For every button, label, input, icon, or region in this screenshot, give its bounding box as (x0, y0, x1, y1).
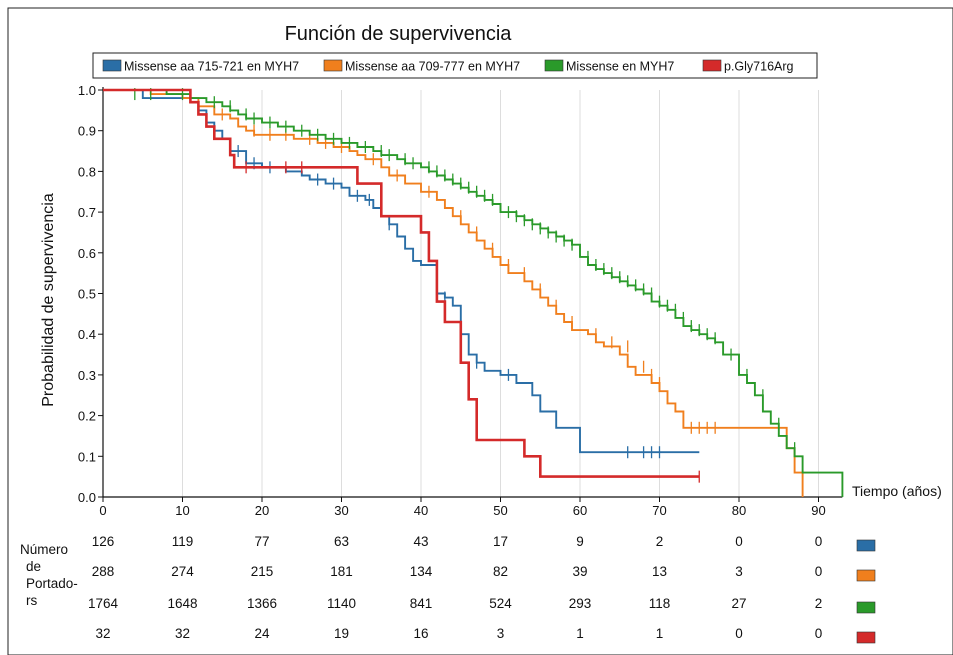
risk-cell-3-1: 32 (175, 626, 190, 641)
x-tick-label-2: 20 (255, 503, 269, 518)
axes: 0.0 0.1 0.2 0.3 0.4 0.5 0.6 0.7 0.8 0.9 1.0 0 10 20 30… (78, 83, 843, 518)
series-layer (103, 88, 844, 497)
risk-table-header-3: rs (26, 593, 37, 608)
x-tick-label-3: 30 (334, 503, 348, 518)
series-line-1 (103, 89, 804, 497)
risk-cell-1-8: 3 (735, 564, 743, 579)
risk-cell-2-1: 1648 (167, 596, 197, 611)
x-tick-label-8: 80 (732, 503, 746, 518)
risk-cell-2-7: 118 (649, 596, 671, 611)
risk-row-swatch-0 (856, 539, 876, 552)
risk-table-header-1: de (26, 559, 41, 574)
risk-cell-1-1: 274 (171, 564, 194, 579)
x-tick-label-0: 0 (99, 503, 106, 518)
series-line-3 (103, 88, 700, 478)
y-tick-label-0: 0.0 (78, 490, 96, 505)
legend-swatch-2 (544, 59, 564, 72)
risk-cell-1-6: 39 (572, 564, 587, 579)
chart-title: Función de supervivencia (285, 23, 513, 45)
y-tick-label-10: 1.0 (78, 83, 96, 98)
risk-row-swatch-3 (856, 631, 876, 644)
risk-cell-3-3: 19 (334, 626, 349, 641)
y-tick-label-1: 0.1 (78, 449, 96, 464)
risk-cell-0-1: 119 (172, 534, 194, 549)
y-tick-label-4: 0.4 (78, 327, 96, 342)
risk-cell-2-6: 293 (569, 596, 592, 611)
risk-cell-3-2: 24 (254, 626, 270, 641)
x-tick-label-6: 60 (573, 503, 587, 518)
risk-cell-0-3: 63 (334, 534, 349, 549)
legend-label-3: p.Gly716Arg (724, 60, 794, 74)
risk-cell-1-0: 288 (92, 564, 115, 579)
legend-swatch-0 (102, 59, 122, 72)
legend-box (92, 52, 818, 79)
risk-table-header-2: Portado- (26, 576, 78, 591)
risk-cell-0-5: 17 (493, 534, 508, 549)
risk-cell-2-2: 1366 (247, 596, 277, 611)
risk-cell-3-8: 0 (735, 626, 743, 641)
risk-cell-0-4: 43 (413, 534, 428, 549)
x-tick-label-5: 50 (493, 503, 507, 518)
chart-frame (7, 7, 953, 655)
legend-label-0: Missense aa 715-721 en MYH7 (124, 60, 299, 74)
risk-cell-2-5: 524 (489, 596, 512, 611)
x-axis-label: Tiempo (años) (852, 483, 942, 499)
y-tick-label-8: 0.8 (78, 164, 96, 179)
x-tick-label-7: 70 (652, 503, 666, 518)
y-tick-label-7: 0.7 (78, 205, 96, 220)
risk-cell-3-4: 16 (413, 626, 428, 641)
risk-cell-0-8: 0 (735, 534, 743, 549)
risk-cell-2-0: 1764 (88, 596, 119, 611)
risk-cell-3-6: 1 (576, 626, 584, 641)
legend-swatch-3 (702, 59, 722, 72)
risk-cell-1-5: 82 (493, 564, 508, 579)
y-tick-label-9: 0.9 (78, 124, 96, 139)
risk-row-swatch-2 (856, 601, 876, 614)
risk-cell-0-0: 126 (92, 534, 115, 549)
risk-cell-3-9: 0 (815, 626, 823, 641)
risk-cell-2-4: 841 (410, 596, 433, 611)
risk-cell-1-9: 0 (815, 564, 823, 579)
risk-cell-3-5: 3 (497, 626, 505, 641)
risk-cell-1-4: 134 (410, 564, 433, 579)
risk-cell-2-3: 1140 (327, 596, 356, 611)
y-axis-label: Probabilidad de supervivencia (40, 193, 57, 407)
risk-cell-3-0: 32 (95, 626, 110, 641)
risk-row-swatch-1 (856, 569, 876, 582)
y-tick-label-6: 0.6 (78, 246, 96, 261)
legend: Missense aa 715-721 en MYH7 Missense aa 7… (92, 52, 818, 79)
risk-cell-2-8: 27 (731, 596, 746, 611)
risk-table-header-0: Número (20, 542, 68, 557)
legend-swatch-1 (323, 59, 343, 72)
risk-cell-0-7: 2 (656, 534, 664, 549)
risk-cell-0-9: 0 (815, 534, 823, 549)
risk-cell-0-2: 77 (254, 534, 269, 549)
risk-cell-1-2: 215 (251, 564, 274, 579)
series-3 (103, 88, 700, 483)
series-line-2 (103, 89, 844, 497)
x-tick-label-4: 40 (414, 503, 428, 518)
risk-cell-0-6: 9 (576, 534, 584, 549)
risk-cell-1-3: 181 (330, 564, 353, 579)
risk-cell-3-7: 1 (656, 626, 664, 641)
series-1 (103, 89, 804, 497)
y-tick-label-2: 0.2 (78, 409, 96, 424)
legend-label-1: Missense aa 709-777 en MYH7 (345, 60, 520, 74)
risk-cell-2-9: 2 (815, 596, 823, 611)
x-tick-label-9: 90 (811, 503, 825, 518)
risk-cell-1-7: 13 (652, 564, 667, 579)
y-tick-label-3: 0.3 (78, 368, 96, 383)
legend-label-2: Missense en MYH7 (566, 60, 674, 74)
y-tick-label-5: 0.5 (78, 287, 96, 302)
x-tick-label-1: 10 (175, 503, 189, 518)
